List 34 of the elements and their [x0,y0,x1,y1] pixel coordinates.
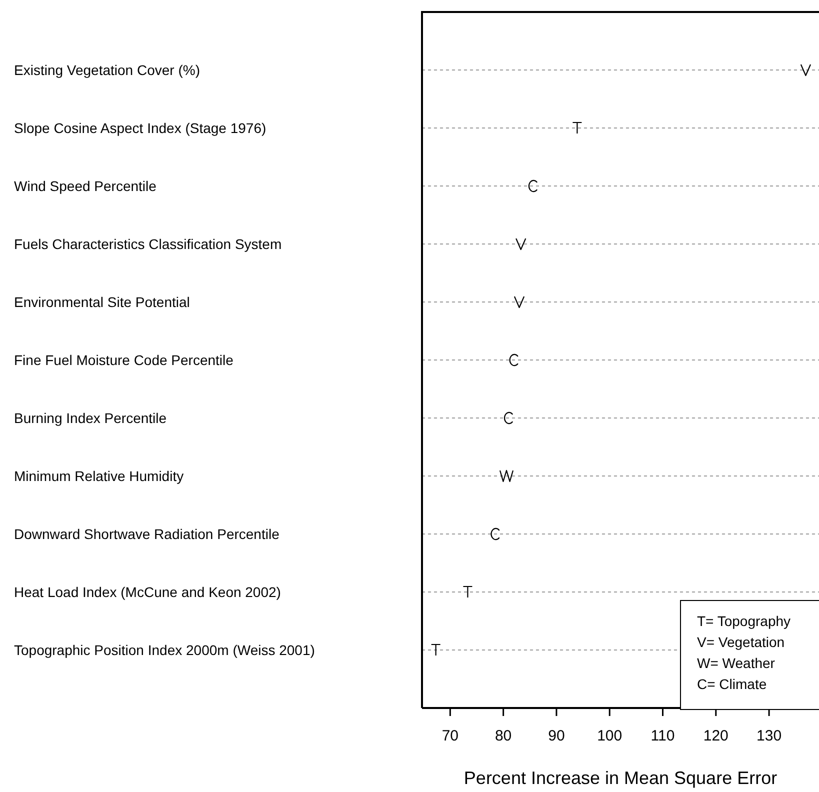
point [800,64,812,76]
x-axis-title: Percent Increase in Mean Square Error [464,768,778,788]
annotation: T= Topography [697,612,792,631]
y-tick-label: Slope Cosine Aspect Index (Stage 1976) [14,120,266,136]
point [499,470,514,482]
y-tick-label: Heat Load Index (McCune and Keon 2002) [14,584,281,600]
y-tick-label: Environmental Site Potential [14,294,190,310]
y-tick-label: Burning Index Percentile [14,410,167,426]
y-tick-label: Wind Speed Percentile [14,178,157,194]
annotation: C= Climate [697,675,768,694]
point [462,586,473,598]
point [528,180,538,192]
x-tick-label: 90 [548,728,565,745]
x-tick-label: 120 [703,728,728,745]
x-tick-label: 100 [597,728,622,745]
point [430,644,441,656]
x-tick-label: 80 [494,728,512,745]
y-tick-label: Topographic Position Index 2000m (Weiss 2001) [14,642,315,658]
y-tick-label: Existing Vegetation Cover (%) [14,62,200,78]
x-tick-label: 130 [756,728,782,745]
point [572,122,582,134]
point [509,354,518,366]
annotation: W= Weather [697,654,776,673]
y-tick-label: Fine Fuel Moisture Code Percentile [14,352,234,368]
point [490,528,500,540]
y-tick-label: Fuels Characteristics Classification System [14,236,282,252]
x-tick-label: 70 [442,728,459,745]
x-tick-label: 110 [650,728,675,745]
point [516,238,526,250]
point [514,296,525,308]
y-tick-label: Downward Shortwave Radiation Percentile [14,526,280,542]
y-tick-label: Minimum Relative Humidity [14,468,184,484]
point [504,412,514,424]
annotation: V= Vegetation [697,633,786,652]
